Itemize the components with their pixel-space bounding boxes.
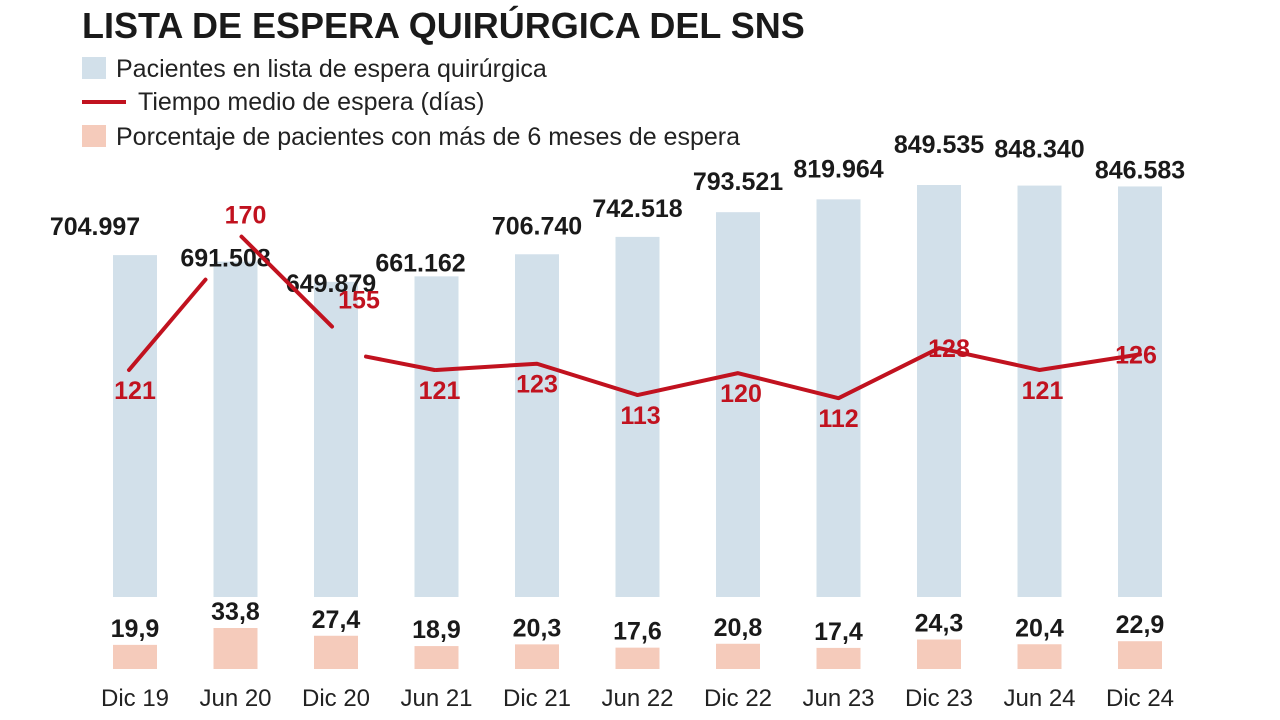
patients-value-label: 849.535 — [894, 131, 984, 159]
wait-value-label: 126 — [1115, 341, 1157, 369]
wait-value-label: 155 — [338, 287, 380, 315]
percentage-value-label: 27,4 — [312, 606, 361, 634]
patients-value-label: 691.508 — [180, 245, 270, 273]
patients-value-label: 793.521 — [693, 168, 783, 196]
percentage-bar — [917, 639, 961, 669]
percentage-bar — [414, 646, 459, 669]
patients-bar — [917, 185, 961, 597]
category-label: Jun 23 — [802, 685, 874, 712]
category-label: Dic 22 — [704, 685, 772, 712]
chart-title: LISTA DE ESPERA QUIRÚRGICA DEL SNS — [82, 4, 805, 46]
legend-patients-label: Pacientes en lista de espera quirúrgica — [116, 55, 547, 83]
percentage-bar — [716, 643, 760, 669]
patients-bar — [716, 212, 760, 598]
percentage-value-label: 22,9 — [1116, 611, 1165, 639]
patients-bar — [414, 276, 459, 597]
wait-time-labels: 121 170 155 121 123 113 120 112 128 121 126 — [114, 202, 1157, 434]
patients-bars — [113, 185, 1162, 598]
category-label: Dic 20 — [302, 685, 370, 712]
percentage-bar — [615, 647, 660, 669]
percentage-bar — [515, 644, 559, 669]
patients-value-label: 704.997 — [50, 213, 140, 241]
legend-pct-swatch — [82, 125, 106, 147]
percentage-value-label: 20,4 — [1015, 614, 1064, 642]
wait-value-label: 128 — [928, 335, 970, 363]
patients-bar — [1017, 185, 1062, 598]
percentage-bar — [314, 635, 358, 669]
patients-bar — [213, 261, 258, 597]
patients-value-label: 661.162 — [375, 249, 465, 277]
percentage-value-label: 20,3 — [513, 614, 562, 642]
category-label: Jun 22 — [601, 685, 673, 712]
patients-bar — [1118, 186, 1162, 597]
percentage-value-label: 20,8 — [714, 614, 763, 642]
percentage-bars — [113, 628, 1162, 669]
percentage-value-label: 33,8 — [211, 598, 260, 626]
category-label: Dic 23 — [905, 685, 973, 712]
legend-patients-swatch — [82, 57, 106, 79]
percentage-value-label: 17,6 — [613, 618, 662, 646]
category-label: Dic 19 — [101, 685, 169, 712]
legend-wait-label: Tiempo medio de espera (días) — [138, 88, 484, 116]
percentage-value-label: 18,9 — [412, 616, 461, 644]
percentage-bar — [113, 644, 157, 669]
percentage-bar — [213, 628, 258, 669]
category-label: Jun 21 — [400, 685, 472, 712]
category-label: Jun 20 — [199, 685, 271, 712]
percentage-bar — [816, 647, 861, 669]
category-label: Jun 24 — [1003, 685, 1075, 712]
patients-bar — [113, 255, 157, 597]
percentage-bar — [1118, 641, 1162, 669]
patients-value-label: 819.964 — [793, 155, 883, 183]
patients-value-label: 846.583 — [1095, 156, 1185, 184]
wait-value-label: 121 — [114, 377, 156, 405]
patients-bar — [615, 236, 660, 598]
patients-bar — [314, 281, 358, 597]
percentage-bar — [1017, 644, 1062, 669]
patients-value-label: 742.518 — [592, 195, 682, 223]
legend: Pacientes en lista de espera quirúrgica … — [82, 55, 740, 151]
percentage-value-label: 17,4 — [814, 618, 863, 646]
wait-value-label: 123 — [516, 371, 558, 399]
wait-line-segment — [127, 234, 437, 372]
percentage-value-label: 24,3 — [915, 610, 964, 638]
wait-value-label: 120 — [720, 380, 762, 408]
wait-value-label: 170 — [225, 202, 267, 230]
wait-time-line — [127, 234, 1142, 401]
wait-value-label: 113 — [620, 402, 660, 430]
wait-value-label: 112 — [818, 405, 858, 433]
category-labels: Dic 19 Jun 20 Dic 20 Jun 21 Dic 21 Jun 22 Dic … — [101, 685, 1174, 712]
patients-value-label: 706.740 — [492, 212, 582, 240]
wait-value-label: 121 — [1022, 377, 1064, 405]
wait-line-segment — [434, 346, 1142, 401]
percentage-value-label: 19,9 — [111, 615, 160, 643]
category-label: Dic 24 — [1106, 685, 1174, 712]
legend-pct-label: Porcentaje de pacientes con más de 6 mes… — [116, 123, 740, 151]
patients-value-label: 848.340 — [994, 136, 1084, 164]
percentage-labels: 19,9 33,8 27,4 18,9 20,3 17,6 20,8 17,4 24,3 20,4… — [111, 598, 1165, 646]
wait-value-label: 121 — [419, 377, 461, 405]
category-label: Dic 21 — [503, 685, 571, 712]
patients-bar — [515, 254, 559, 597]
